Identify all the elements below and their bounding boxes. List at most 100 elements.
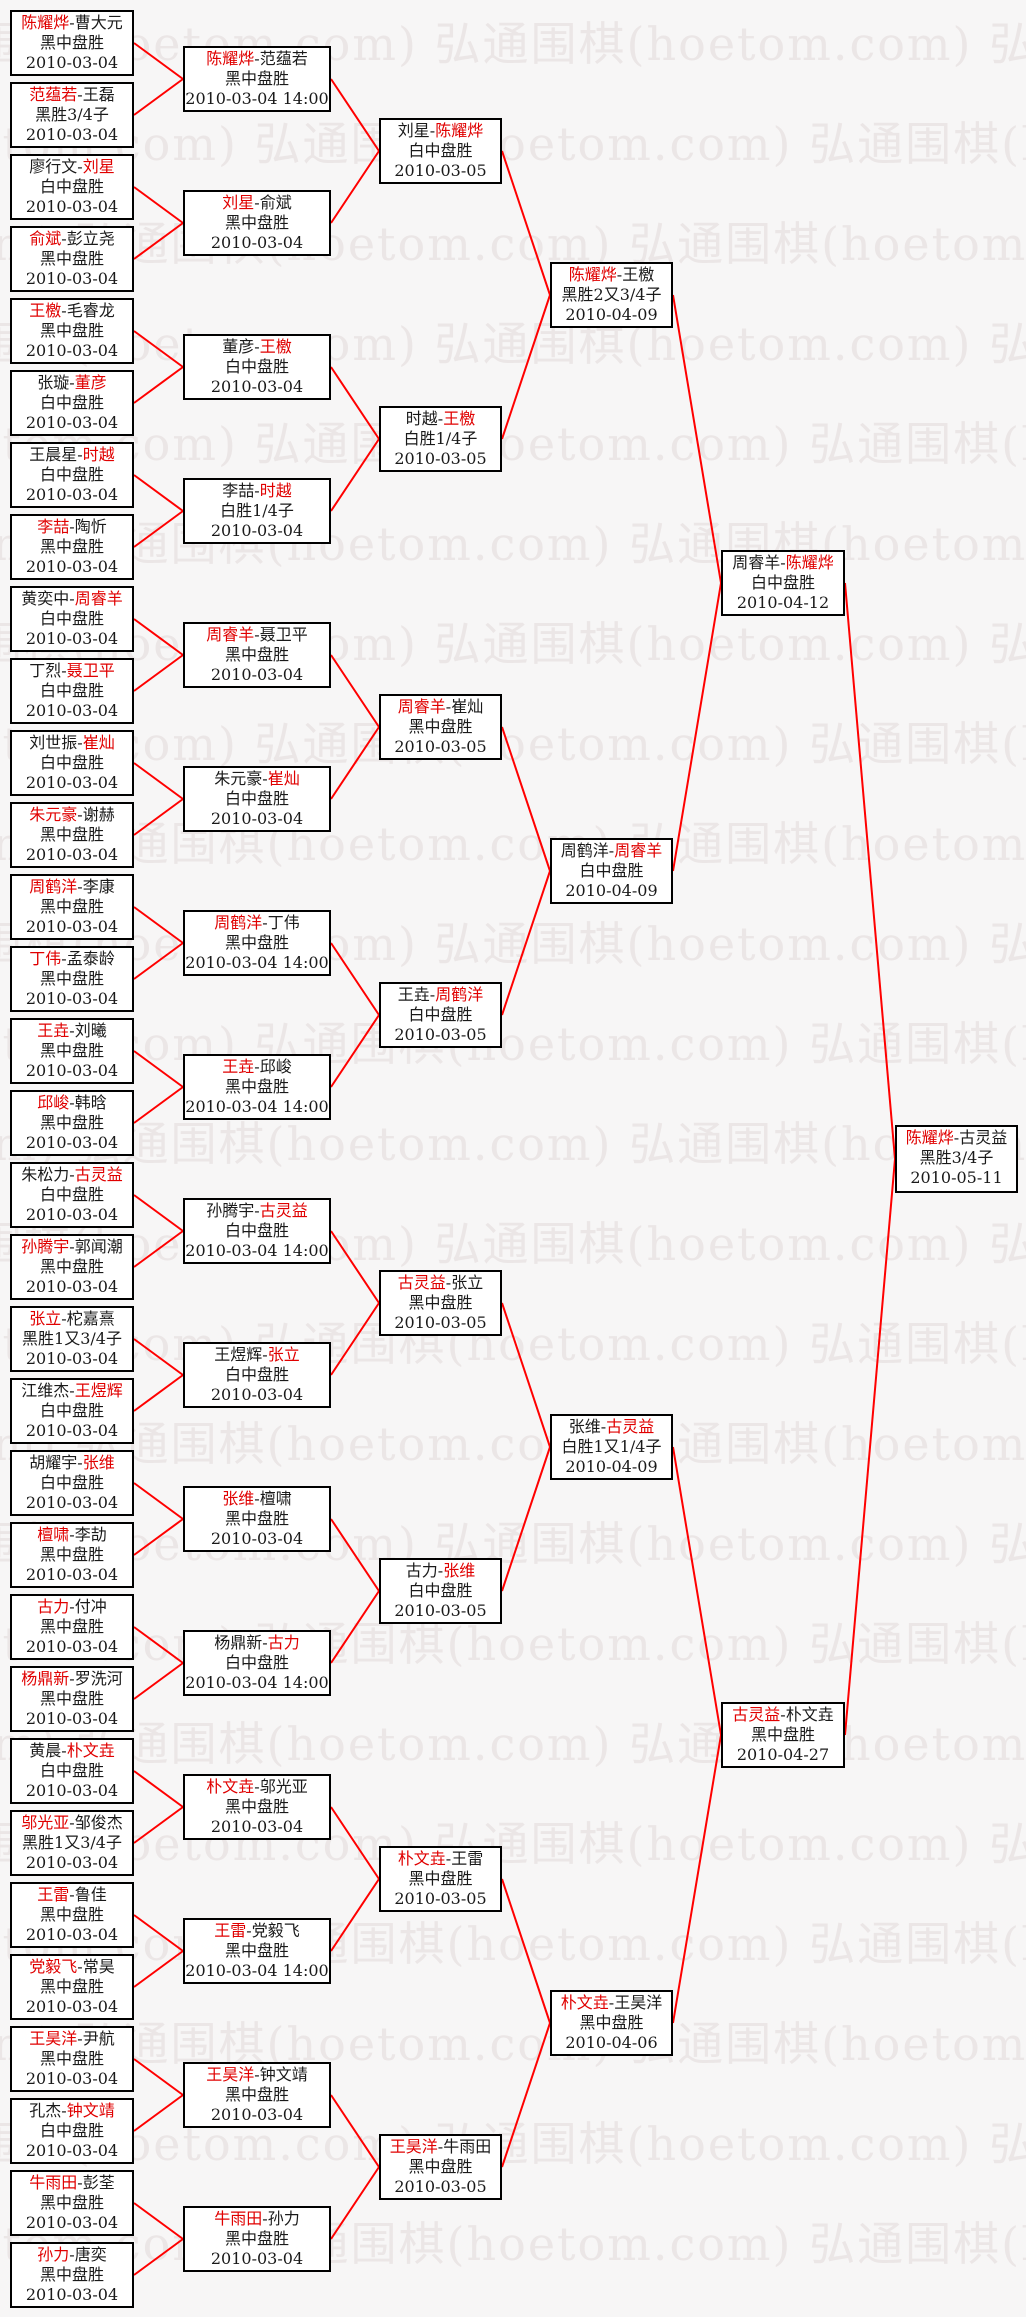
match-result: 黑中盘胜 [39,1041,104,1060]
connector-line [133,1230,184,1268]
match-box[interactable]: 陈耀烨-范蕴若 黑中盘胜 2010-03-04 14:00 [183,46,331,112]
player1-name: 王垚 [397,985,430,1004]
match-box[interactable]: 刘星-俞斌 黑中盘胜 2010-03-04 [183,190,331,256]
player2-name: 李康 [82,877,115,896]
match-box[interactable]: 周鹤洋-丁伟 黑中盘胜 2010-03-04 14:00 [183,910,331,976]
player2-name: 曹大元 [74,13,123,32]
match-box[interactable]: 丁烈-聂卫平 白中盘胜 2010-03-04 [10,658,134,724]
match-box[interactable]: 张立-柁嘉熹 黑胜1又3/4子 2010-03-04 [10,1306,134,1372]
match-box[interactable]: 俞斌-彭立尧 黑中盘胜 2010-03-04 [10,226,134,292]
connector-line [133,1806,184,1844]
match-box[interactable]: 陈耀烨-古灵益 黑胜3/4子 2010-05-11 [895,1125,1018,1193]
match-box[interactable]: 孙腾宇-郭闻潮 黑中盘胜 2010-03-04 [10,1234,134,1300]
connector-line [133,330,184,368]
match-box[interactable]: 江维杰-王煜辉 白中盘胜 2010-03-04 [10,1378,134,1444]
connector-line [133,906,184,944]
match-box[interactable]: 刘星-陈耀烨 白中盘胜 2010-03-05 [379,118,502,184]
match-box[interactable]: 牛雨田-孙力 黑中盘胜 2010-03-04 [183,2206,331,2272]
match-box[interactable]: 邱峻-韩晗 黑中盘胜 2010-03-04 [10,1090,134,1156]
match-box[interactable]: 胡耀宇-张维 白中盘胜 2010-03-04 [10,1450,134,1516]
player1-name: 朴文垚 [206,1777,255,1796]
match-box[interactable]: 孙腾宇-古灵益 白中盘胜 2010-03-04 14:00 [183,1198,331,1264]
match-players: 王檄-毛睿龙 [12,301,132,321]
match-box[interactable]: 牛雨田-彭荃 黑中盘胜 2010-03-04 [10,2170,134,2236]
match-box[interactable]: 周睿羊-陈耀烨 白中盘胜 2010-04-12 [721,550,845,616]
player1-name: 黄奕中 [21,589,70,608]
match-box[interactable]: 王晨星-时越 白中盘胜 2010-03-04 [10,442,134,508]
match-players: 陈耀烨-王檄 [552,265,671,285]
match-box[interactable]: 邬光亚-邹俊杰 黑胜1又3/4子 2010-03-04 [10,1810,134,1876]
match-box[interactable]: 王昊洋-牛雨田 黑中盘胜 2010-03-05 [379,2134,502,2200]
match-result: 白中盘胜 [224,1653,289,1672]
match-box[interactable]: 丁伟-孟泰龄 黑中盘胜 2010-03-04 [10,946,134,1012]
match-box[interactable]: 陈耀烨-王檄 黑胜2又3/4子 2010-04-09 [550,262,673,328]
match-box[interactable]: 张维-檀啸 黑中盘胜 2010-03-04 [183,1486,331,1552]
player1-name: 胡耀宇 [29,1453,78,1472]
match-box[interactable]: 杨鼎新-罗洗河 黑中盘胜 2010-03-04 [10,1666,134,1732]
player2-name: 常昊 [82,1957,115,1976]
connector-line [330,1590,380,1664]
match-box[interactable]: 檀啸-李劼 黑中盘胜 2010-03-04 [10,1522,134,1588]
match-box[interactable]: 李喆-时越 白胜1/4子 2010-03-04 [183,478,331,544]
connector-line [501,870,551,1016]
match-box[interactable]: 周鹤洋-李康 黑中盘胜 2010-03-04 [10,874,134,940]
player2-name: 孟泰龄 [66,949,115,968]
match-result: 黑中盘胜 [39,2265,104,2284]
match-box[interactable]: 王檄-毛睿龙 黑中盘胜 2010-03-04 [10,298,134,364]
match-box[interactable]: 王昊洋-尹航 黑中盘胜 2010-03-04 [10,2026,134,2092]
match-box[interactable]: 王垚-周鹤洋 白中盘胜 2010-03-05 [379,982,502,1048]
connector-line [501,150,551,296]
connector-line [330,654,380,728]
match-result: 黑中盘胜 [224,69,289,88]
match-box[interactable]: 王雷-鲁佳 黑中盘胜 2010-03-04 [10,1882,134,1948]
match-box[interactable]: 古灵益-朴文垚 黑中盘胜 2010-04-27 [721,1702,845,1768]
player1-name: 李喆 [37,517,70,536]
match-box[interactable]: 王昊洋-钟文靖 黑中盘胜 2010-03-04 [183,2062,331,2128]
match-box[interactable]: 朱松力-古灵益 白中盘胜 2010-03-04 [10,1162,134,1228]
match-result: 黑中盘胜 [39,969,104,988]
match-box[interactable]: 朱元豪-崔灿 白中盘胜 2010-03-04 [183,766,331,832]
match-box[interactable]: 古灵益-张立 黑中盘胜 2010-03-05 [379,1270,502,1336]
match-box[interactable]: 黄奕中-周睿羊 白中盘胜 2010-03-04 [10,586,134,652]
match-box[interactable]: 廖行文-刘星 白中盘胜 2010-03-04 [10,154,134,220]
match-box[interactable]: 杨鼎新-古力 白中盘胜 2010-03-04 14:00 [183,1630,331,1696]
match-players: 朱松力-古灵益 [12,1165,132,1185]
match-box[interactable]: 周睿羊-聂卫平 黑中盘胜 2010-03-04 [183,622,331,688]
match-box[interactable]: 时越-王檄 白胜1/4子 2010-03-05 [379,406,502,472]
match-box[interactable]: 陈耀烨-曹大元 黑中盘胜 2010-03-04 [10,10,134,76]
match-box[interactable]: 古力-付冲 黑中盘胜 2010-03-04 [10,1594,134,1660]
match-box[interactable]: 周鹤洋-周睿羊 白中盘胜 2010-04-09 [550,838,673,904]
match-date: 2010-04-09 [565,305,658,324]
match-players: 孙腾宇-郭闻潮 [12,1237,132,1257]
match-box[interactable]: 孙力-唐奕 黑中盘胜 2010-03-04 [10,2242,134,2308]
match-box[interactable]: 王雷-党毅飞 黑中盘胜 2010-03-04 14:00 [183,1918,331,1984]
player2-name: 钟文靖 [259,2065,308,2084]
match-result: 黑中盘胜 [750,1725,815,1744]
match-box[interactable]: 董彦-王檄 白中盘胜 2010-03-04 [183,334,331,400]
match-box[interactable]: 朴文垚-王雷 黑中盘胜 2010-03-05 [379,1846,502,1912]
match-box[interactable]: 黄晨-朴文垚 白中盘胜 2010-03-04 [10,1738,134,1804]
match-box[interactable]: 王煜辉-张立 白中盘胜 2010-03-04 [183,1342,331,1408]
match-box[interactable]: 党毅飞-常昊 黑中盘胜 2010-03-04 [10,1954,134,2020]
connector-line [133,1338,184,1376]
connector-line [672,1446,722,1736]
match-result: 白中盘胜 [39,393,104,412]
match-players: 丁伟-孟泰龄 [12,949,132,969]
match-box[interactable]: 周睿羊-崔灿 黑中盘胜 2010-03-05 [379,694,502,760]
match-box[interactable]: 朱元豪-谢赫 黑中盘胜 2010-03-04 [10,802,134,868]
match-box[interactable]: 朴文垚-王昊洋 黑中盘胜 2010-04-06 [550,1990,673,2056]
match-box[interactable]: 王垚-刘曦 黑中盘胜 2010-03-04 [10,1018,134,1084]
match-box[interactable]: 刘世振-崔灿 白中盘胜 2010-03-04 [10,730,134,796]
match-box[interactable]: 张璇-董彦 白中盘胜 2010-03-04 [10,370,134,436]
match-box[interactable]: 李喆-陶忻 黑中盘胜 2010-03-04 [10,514,134,580]
match-box[interactable]: 范蕴若-王磊 黑胜3/4子 2010-03-04 [10,82,134,148]
match-box[interactable]: 朴文垚-邬光亚 黑中盘胜 2010-03-04 [183,1774,331,1840]
match-box[interactable]: 王垚-邱峻 黑中盘胜 2010-03-04 14:00 [183,1054,331,1120]
connector-line [133,2094,184,2132]
match-players: 陈耀烨-古灵益 [897,1128,1016,1148]
match-result: 黑中盘胜 [39,825,104,844]
match-box[interactable]: 张维-古灵益 白胜1又1/4子 2010-04-09 [550,1414,673,1480]
player1-name: 周睿羊 [732,553,781,572]
match-box[interactable]: 古力-张维 白中盘胜 2010-03-05 [379,1558,502,1624]
match-box[interactable]: 孔杰-钟文靖 白中盘胜 2010-03-04 [10,2098,134,2164]
